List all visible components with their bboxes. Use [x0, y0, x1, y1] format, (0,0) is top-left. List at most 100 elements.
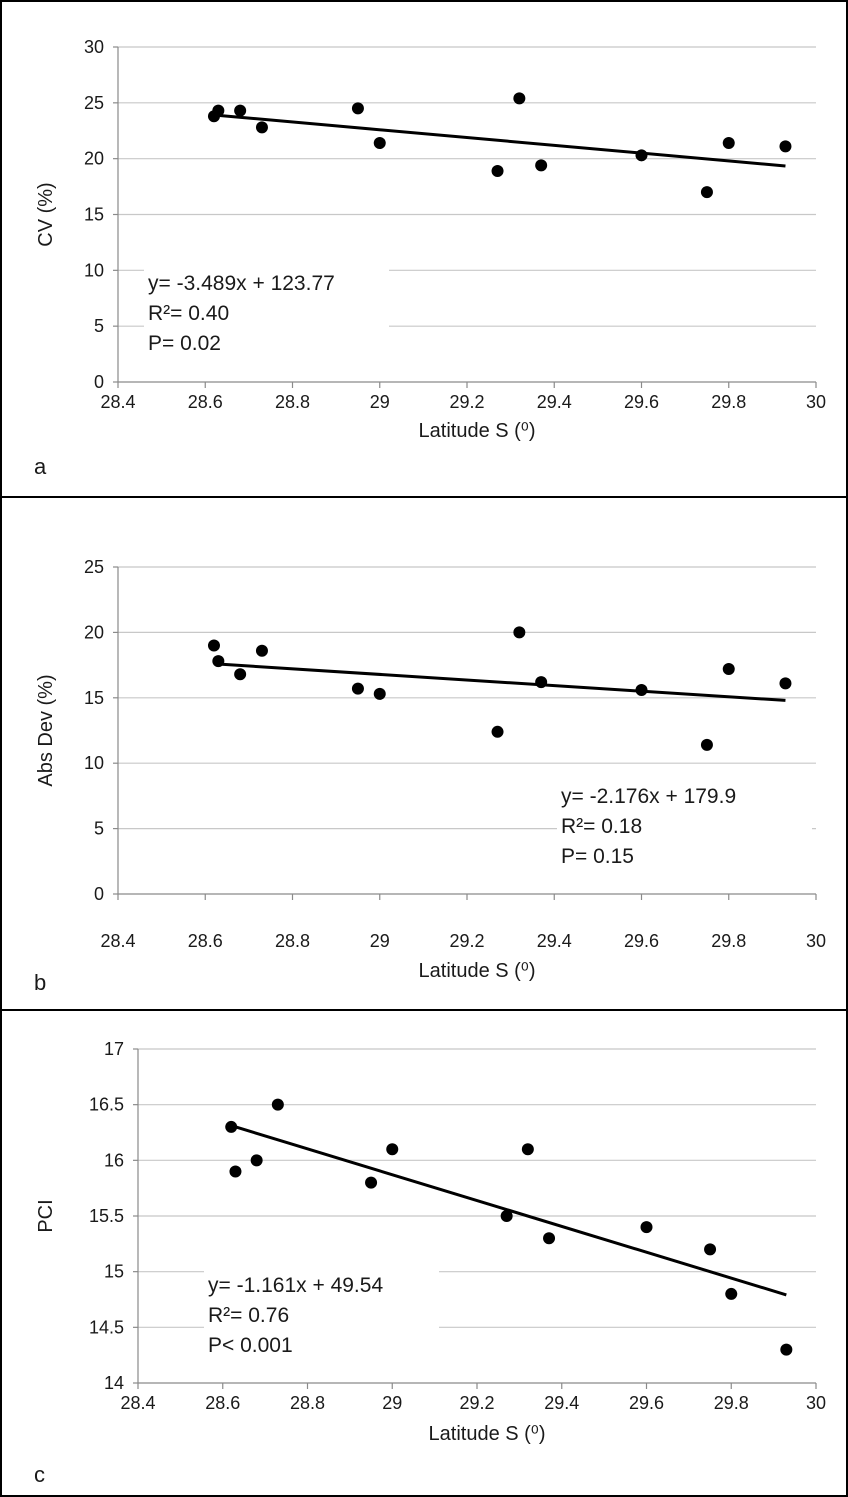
panel-a-trendline: [213, 113, 786, 168]
panel-a-data-point: [635, 149, 648, 162]
panel-b-regression-annotation: y= -2.176x + 179.9: [561, 785, 736, 808]
panel-a-regression-annotation: P= 0.02: [148, 332, 221, 355]
panel-b-data-point: [255, 644, 268, 657]
panel-b-x-axis-title: Latitude S (⁰): [419, 960, 536, 982]
panel-c-data-point: [521, 1143, 534, 1156]
panel-c-x-tick-label: 29.8: [714, 1393, 749, 1413]
panel-b-x-tick-label: 29.8: [711, 931, 746, 951]
panel-c-x-tick-label: 28.8: [290, 1393, 325, 1413]
panel-b-data-point: [779, 677, 792, 690]
panel-b-x-tick-label: 30: [806, 931, 826, 951]
panel-a-y-tick-label: 15: [84, 205, 104, 225]
panel-a-x-tick-label: 29.2: [449, 392, 484, 412]
panel-a-y-tick-label: 30: [84, 37, 104, 57]
panel-b-y-tick-label: 20: [84, 622, 104, 642]
panel-c-y-tick-label: 16: [104, 1150, 124, 1170]
panel-a-x-axis-title: Latitude S (⁰): [419, 420, 536, 442]
panel-c-x-tick-label: 29.2: [459, 1393, 494, 1413]
panel-b-data-point: [535, 676, 548, 689]
panel-b-annotation-box: [557, 775, 812, 873]
panel-c-data-point: [250, 1154, 263, 1167]
panel-a-data-point: [255, 121, 268, 134]
panel-b-x-tick-label: 28.6: [188, 931, 223, 951]
panel-c-y-tick-label: 14: [104, 1373, 124, 1393]
panel-a-data-point: [513, 92, 526, 105]
panel-c-data-point: [725, 1287, 738, 1300]
panel-c-data-point: [225, 1120, 238, 1133]
panel-a-regression-annotation: y= -3.489x + 123.77: [148, 272, 335, 295]
panel-c-y-tick-label: 14.5: [89, 1317, 124, 1337]
panel-a-letter: a: [34, 454, 47, 479]
panel-c-data-point: [229, 1165, 242, 1178]
panel-a-data-point: [700, 186, 713, 199]
panel-c-regression-annotation: y= -1.161x + 49.54: [208, 1274, 383, 1297]
panel-a-x-tick-label: 30: [806, 392, 826, 412]
panel-a-data-point: [535, 159, 548, 172]
panel-b-y-tick-label: 0: [94, 884, 104, 904]
panel-b-data-point: [234, 668, 247, 681]
panel-b-y-tick-label: 10: [84, 753, 104, 773]
panel-b-y-axis-title: Abs Dev (%): [35, 674, 57, 786]
panel-b-y-tick-label: 15: [84, 688, 104, 708]
panel-c-y-tick-label: 16.5: [89, 1095, 124, 1115]
panel-b-x-tick-label: 29.2: [449, 931, 484, 951]
panel-a-y-tick-label: 5: [94, 316, 104, 336]
panel-c-annotation-box: [204, 1264, 439, 1362]
panel-b-regression-annotation: R²= 0.18: [561, 815, 642, 838]
panel-c-y-tick-label: 15.5: [89, 1206, 124, 1226]
panel-c-y-axis-title: PCI: [35, 1199, 57, 1232]
panel-c-x-tick-label: 29.6: [629, 1393, 664, 1413]
panel-a-data-point: [373, 137, 386, 150]
panel-c-data-point: [500, 1210, 513, 1222]
panel-a-data-point: [491, 164, 504, 177]
panel-c-regression-annotation: R²= 0.76: [208, 1304, 289, 1327]
panel-a-y-axis-title: CV (%): [35, 182, 57, 246]
panel-c-data-point: [365, 1176, 378, 1189]
panel-b-trendline: [213, 662, 786, 702]
panel-b-x-tick-label: 29.4: [537, 931, 572, 951]
panel-c-x-tick-label: 29.4: [544, 1393, 579, 1413]
panel-a-data-point: [722, 137, 735, 150]
panel-c-y-tick-label: 15: [104, 1262, 124, 1282]
panel-c-x-tick-label: 28.4: [120, 1393, 155, 1413]
panel-b-regression-annotation: P= 0.15: [561, 845, 634, 868]
panel-a-x-tick-label: 28.8: [275, 392, 310, 412]
panel-b-data-point: [351, 682, 364, 695]
panel-c-data-point: [543, 1232, 556, 1245]
panel-a-data-point: [212, 104, 225, 117]
panel-b-data-point: [513, 626, 526, 639]
panel-b-y-tick-label: 25: [84, 557, 104, 577]
panel-a-x-tick-label: 29.4: [537, 392, 572, 412]
panel-c-x-tick-label: 30: [806, 1393, 826, 1413]
panel-c-data-point: [780, 1343, 793, 1356]
panel-b-data-point: [212, 655, 225, 668]
panel-a-x-tick-label: 28.4: [100, 392, 135, 412]
panel-c-letter: c: [34, 1462, 45, 1487]
panel-a-x-tick-label: 29.6: [624, 392, 659, 412]
panel-b-data-point: [207, 639, 220, 652]
panel-a-data-point: [779, 140, 792, 153]
panel-c-data-point: [704, 1243, 717, 1256]
panel-c-x-tick-label: 28.6: [205, 1393, 240, 1413]
panel-c-data-point: [271, 1098, 284, 1111]
panel-b-data-point: [373, 687, 386, 700]
panel-a-x-tick-label: 29.8: [711, 392, 746, 412]
panel-a-x-tick-label: 28.6: [188, 392, 223, 412]
panel-a-regression-annotation: R²= 0.40: [148, 302, 229, 325]
panel-b-x-tick-label: 28.8: [275, 931, 310, 951]
panel-a-y-tick-label: 20: [84, 149, 104, 169]
panel-a-data-point: [351, 102, 364, 115]
panel-b-x-tick-label: 29.6: [624, 931, 659, 951]
panel-c-data-point: [386, 1143, 399, 1156]
panel-a-annotation-box: [144, 262, 389, 360]
panel-c-trendline: [230, 1124, 787, 1297]
panel-a-x-tick-label: 29: [370, 392, 390, 412]
panel-a-y-tick-label: 25: [84, 93, 104, 113]
panel-a-y-tick-label: 0: [94, 372, 104, 392]
panel-c-x-tick-label: 29: [382, 1393, 402, 1413]
panel-b-data-point: [491, 725, 504, 738]
panel-a-data-point: [234, 104, 247, 117]
